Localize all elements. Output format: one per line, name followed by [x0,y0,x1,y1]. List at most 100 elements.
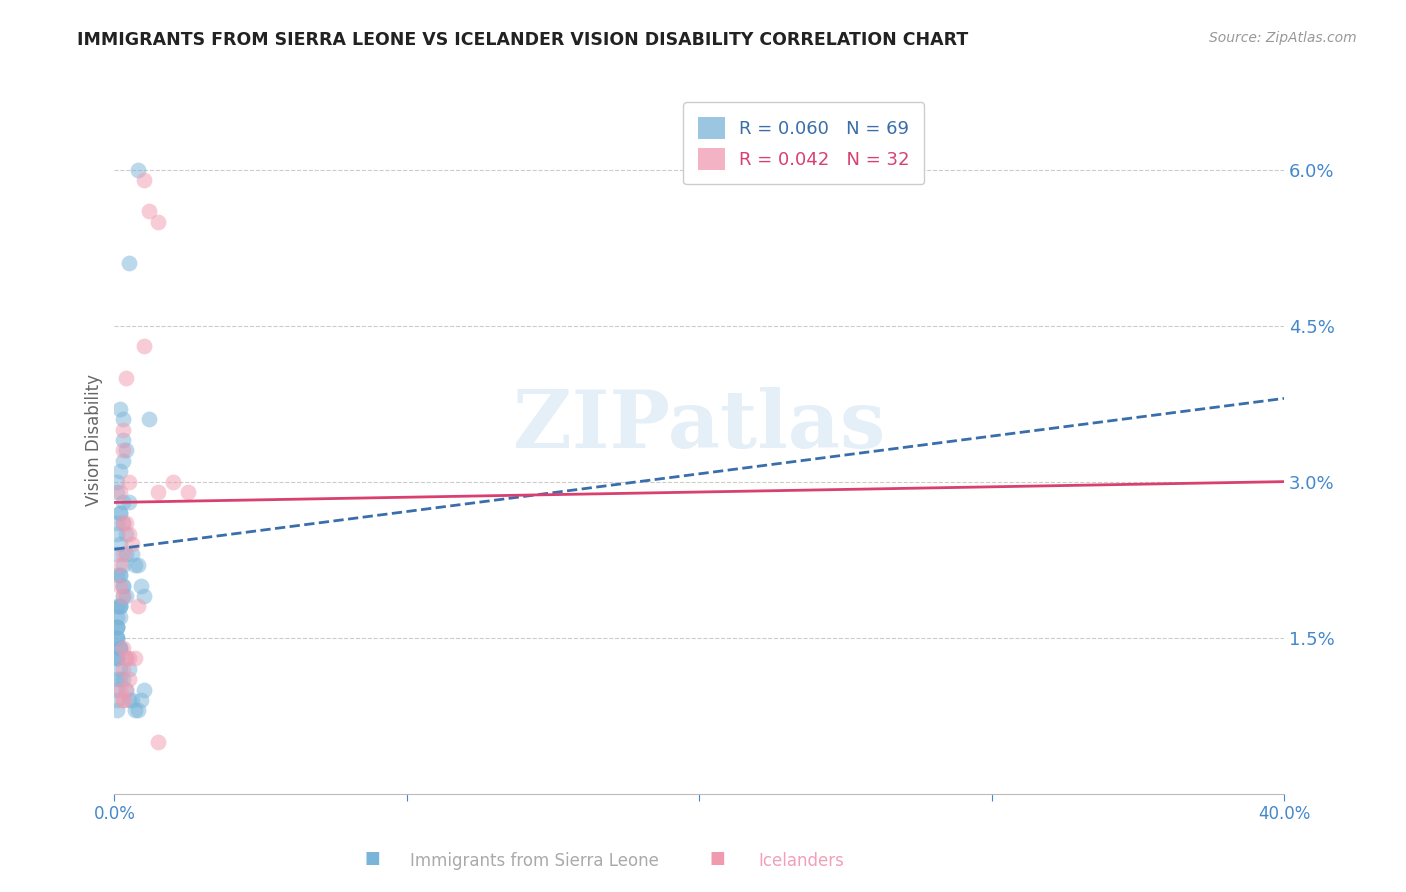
Point [110,672,132,686]
Point [110,641,132,656]
Point [115,682,138,697]
Point [110,610,132,624]
Point [112,579,135,593]
Point [132,339,155,353]
Point [112,693,135,707]
Point [112,495,135,509]
Point [162,475,184,489]
Point [110,641,132,656]
Point [115,651,138,665]
Point [112,641,135,656]
Point [110,537,132,551]
Text: ■: ■ [364,849,381,867]
Point [112,589,135,603]
Point [121,537,143,551]
Point [110,599,132,614]
Point [115,548,138,562]
Point [105,703,128,717]
Point [115,526,138,541]
Point [112,443,135,458]
Point [148,485,170,500]
Text: ■: ■ [709,849,725,867]
Point [105,651,128,665]
Point [105,693,128,707]
Point [115,589,138,603]
Point [110,579,132,593]
Point [112,423,135,437]
Point [105,620,128,634]
Point [127,558,149,572]
Point [110,599,132,614]
Point [112,662,135,676]
Point [124,703,146,717]
Point [129,579,152,593]
Point [110,506,132,520]
Point [110,464,132,478]
Point [112,579,135,593]
Point [115,682,138,697]
Point [148,734,170,748]
Point [132,589,155,603]
Point [110,485,132,500]
Point [105,672,128,686]
Point [112,412,135,426]
Point [118,651,141,665]
Point [121,548,143,562]
Text: Icelanders: Icelanders [758,852,845,870]
Point [112,516,135,531]
Point [124,558,146,572]
Point [105,526,128,541]
Point [118,495,141,509]
Legend: R = 0.060   N = 69, R = 0.042   N = 32: R = 0.060 N = 69, R = 0.042 N = 32 [683,103,924,185]
Point [138,412,160,426]
Text: Source: ZipAtlas.com: Source: ZipAtlas.com [1209,31,1357,45]
Point [112,433,135,447]
Point [105,516,128,531]
Text: IMMIGRANTS FROM SIERRA LEONE VS ICELANDER VISION DISABILITY CORRELATION CHART: IMMIGRANTS FROM SIERRA LEONE VS ICELANDE… [77,31,969,49]
Point [118,475,141,489]
Point [105,620,128,634]
Point [110,568,132,582]
Point [110,682,132,697]
Point [176,485,198,500]
Point [115,443,138,458]
Point [105,631,128,645]
Point [105,682,128,697]
Point [127,703,149,717]
Point [110,599,132,614]
Point [105,651,128,665]
Point [110,558,132,572]
Point [110,401,132,416]
Text: Immigrants from Sierra Leone: Immigrants from Sierra Leone [409,852,659,870]
Point [129,693,152,707]
Point [105,620,128,634]
Point [105,475,128,489]
Point [105,548,128,562]
Point [115,370,138,384]
Point [132,682,155,697]
Point [105,485,128,500]
Point [112,558,135,572]
Point [105,568,128,582]
Point [112,672,135,686]
Point [121,693,143,707]
Point [124,651,146,665]
Point [148,214,170,228]
Point [112,693,135,707]
Point [105,599,128,614]
Point [127,599,149,614]
Point [118,526,141,541]
Point [105,610,128,624]
Point [110,662,132,676]
Point [110,506,132,520]
Point [105,631,128,645]
Point [118,672,141,686]
Point [112,454,135,468]
Point [127,162,149,177]
Text: ZIPatlas: ZIPatlas [513,387,886,465]
Point [105,631,128,645]
Point [112,548,135,562]
Point [112,516,135,531]
Point [112,589,135,603]
Point [138,204,160,219]
